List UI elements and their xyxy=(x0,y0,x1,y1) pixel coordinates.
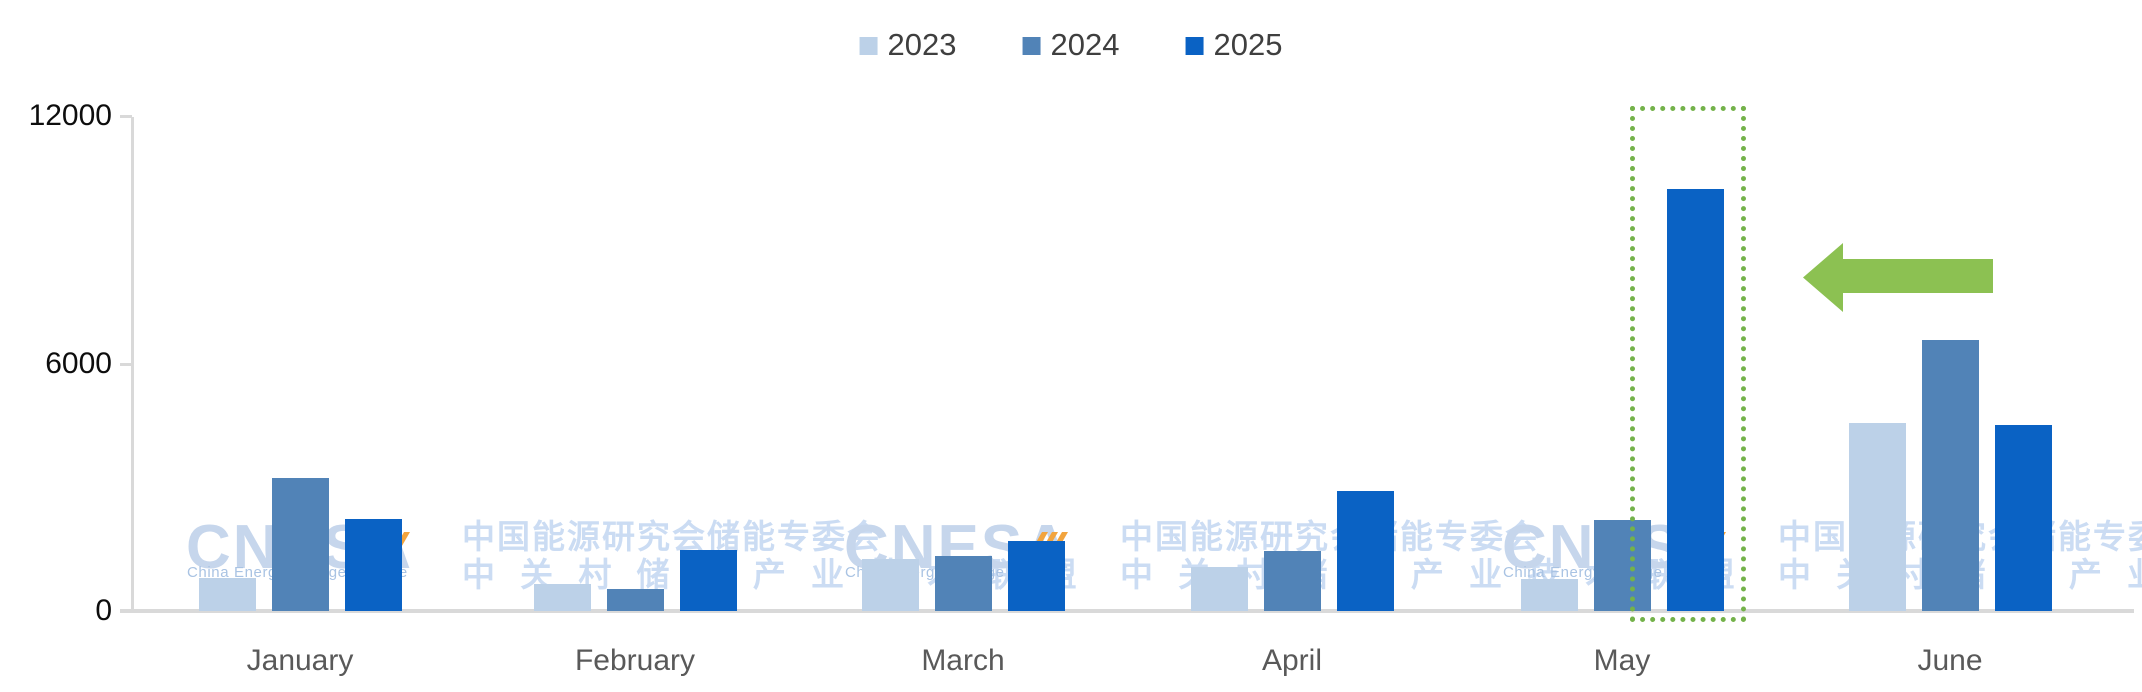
x-axis-label-april: April xyxy=(1261,644,1323,677)
y-axis-line xyxy=(131,117,134,611)
x-axis-label-june: June xyxy=(1917,644,1983,677)
legend-label-2025: 2025 xyxy=(1213,27,1283,62)
legend-swatch-2025 xyxy=(1185,37,1204,56)
legend-label-2023: 2023 xyxy=(887,27,957,62)
bar-2023-june xyxy=(1849,423,1906,611)
legend: 2023 2024 2025 xyxy=(859,27,1283,62)
bar-2023-january xyxy=(199,578,256,611)
bar-2024-june xyxy=(1922,340,1979,611)
x-axis-label-may: May xyxy=(1593,644,1651,677)
watermark-chinese-line1: 中国能源研究会储能专委会 xyxy=(462,518,882,555)
left-arrow-icon xyxy=(1803,243,1993,312)
bar-2025-june xyxy=(1995,425,2052,611)
legend-swatch-2023 xyxy=(859,37,878,56)
bar-2024-february xyxy=(607,589,664,611)
x-axis-label-january: January xyxy=(246,644,354,677)
bar-2024-march xyxy=(935,556,992,611)
highlight-box xyxy=(1630,106,1746,622)
bar-2024-may xyxy=(1594,520,1651,611)
y-tick-label-6000: 6000 xyxy=(45,347,112,380)
legend-item-2024: 2024 xyxy=(1022,27,1120,62)
watermark-chinese-line1: 中国能源研究会储能专委会 xyxy=(1120,518,1540,555)
bar-2025-march xyxy=(1008,541,1065,611)
x-axis-line xyxy=(120,609,2134,613)
bar-2025-april xyxy=(1337,491,1394,611)
legend-item-2023: 2023 xyxy=(859,27,957,62)
bar-2023-march xyxy=(862,559,919,611)
x-axis-label-february: February xyxy=(574,644,696,677)
y-tick-6000 xyxy=(120,363,132,366)
y-tick-12000 xyxy=(120,115,132,118)
y-tick-label-0: 0 xyxy=(95,594,112,627)
bar-2023-may xyxy=(1521,579,1578,611)
y-tick-0 xyxy=(120,610,132,613)
bar-2023-april xyxy=(1191,567,1248,611)
y-tick-label-12000: 12000 xyxy=(28,99,112,132)
bar-2023-february xyxy=(534,584,591,611)
x-axis-label-march: March xyxy=(921,644,1005,677)
legend-swatch-2024 xyxy=(1022,37,1041,56)
bar-2025-january xyxy=(345,519,402,611)
legend-label-2024: 2024 xyxy=(1050,27,1120,62)
bar-2025-february xyxy=(680,550,737,611)
bar-2024-april xyxy=(1264,551,1321,611)
legend-item-2025: 2025 xyxy=(1185,27,1283,62)
bar-2024-january xyxy=(272,478,329,611)
